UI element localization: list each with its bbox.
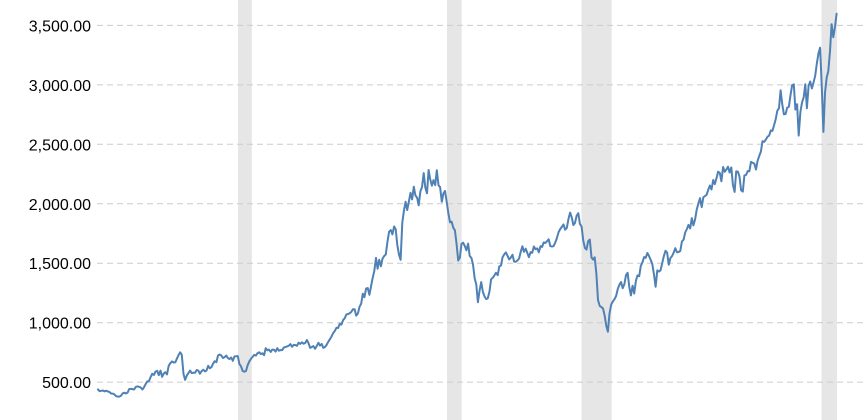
svg-text:2,500.00: 2,500.00 bbox=[29, 137, 91, 154]
svg-text:3,500.00: 3,500.00 bbox=[29, 18, 91, 35]
svg-text:500.00: 500.00 bbox=[42, 375, 91, 392]
svg-text:1,500.00: 1,500.00 bbox=[29, 256, 91, 273]
svg-text:1,000.00: 1,000.00 bbox=[29, 316, 91, 333]
svg-text:3,000.00: 3,000.00 bbox=[29, 78, 91, 95]
svg-text:2,000.00: 2,000.00 bbox=[29, 197, 91, 214]
